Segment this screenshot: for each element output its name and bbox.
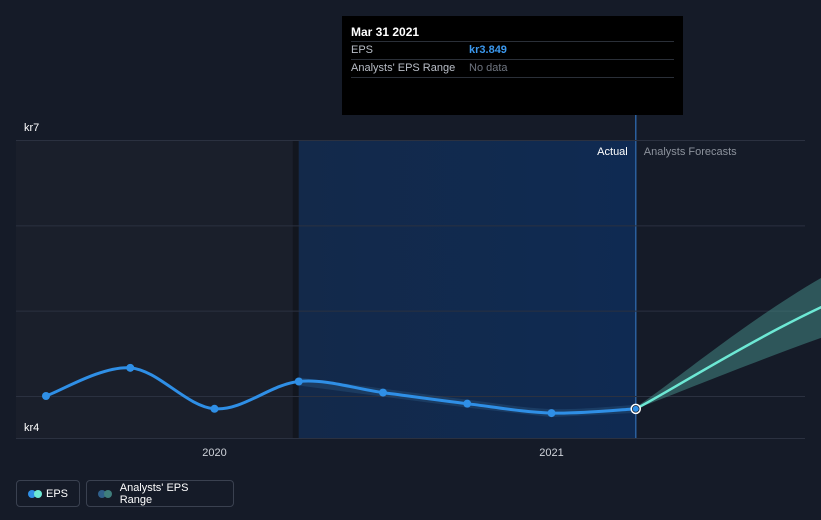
- x-tick-label: 2021: [539, 447, 563, 459]
- selected-point-fill: [632, 405, 639, 412]
- tooltip-range-row: Analysts' EPS Range No data: [351, 59, 674, 78]
- analyst-range-band: [635, 277, 821, 409]
- legend-range-label: Analysts' EPS Range: [119, 481, 189, 506]
- y-tick-label: kr7: [24, 122, 39, 134]
- y-tick-label: kr4: [24, 422, 39, 434]
- past-shade: [16, 140, 299, 438]
- eps-forecast-line: [635, 305, 821, 410]
- eps-tooltip: Mar 31 2021 EPS kr3.849 Analysts' EPS Ra…: [342, 16, 683, 115]
- eps-actual-point: [294, 377, 303, 386]
- eps-actual-point: [42, 392, 50, 400]
- eps-actual-point: [463, 399, 472, 408]
- eps-actual-line: [45, 366, 636, 415]
- tooltip-eps-value: kr3.849: [469, 44, 507, 56]
- actual-label: Actual: [597, 146, 628, 158]
- eps-actual-point: [379, 388, 387, 397]
- past-range-band: [298, 377, 636, 418]
- tooltip-range-label: Analysts' EPS Range: [351, 62, 456, 74]
- forecast-label: Analysts Forecasts: [644, 146, 737, 158]
- legend-range-button[interactable]: Analysts' EPS Range: [86, 480, 234, 507]
- eps-actual-point: [210, 404, 219, 413]
- past-shade-edge: [292, 140, 299, 438]
- legend-eps-button[interactable]: EPS: [16, 480, 80, 507]
- eps-chart: kr7kr42020202120222023ActualAnalysts For…: [16, 115, 821, 459]
- tooltip-eps-label: EPS: [351, 44, 374, 56]
- x-tick-label: 2020: [202, 447, 226, 459]
- eps-actual-point: [547, 409, 556, 418]
- tooltip-eps-row: EPS kr3.849: [351, 41, 674, 59]
- eps-actual-point: [126, 363, 135, 372]
- range-legend-icon: [98, 489, 112, 498]
- tooltip-range-value: No data: [469, 62, 508, 74]
- tooltip-date: Mar 31 2021: [351, 25, 420, 39]
- eps-legend-icon: [28, 489, 42, 498]
- actual-period-highlight: [298, 140, 636, 438]
- legend-eps-label: EPS: [45, 487, 68, 500]
